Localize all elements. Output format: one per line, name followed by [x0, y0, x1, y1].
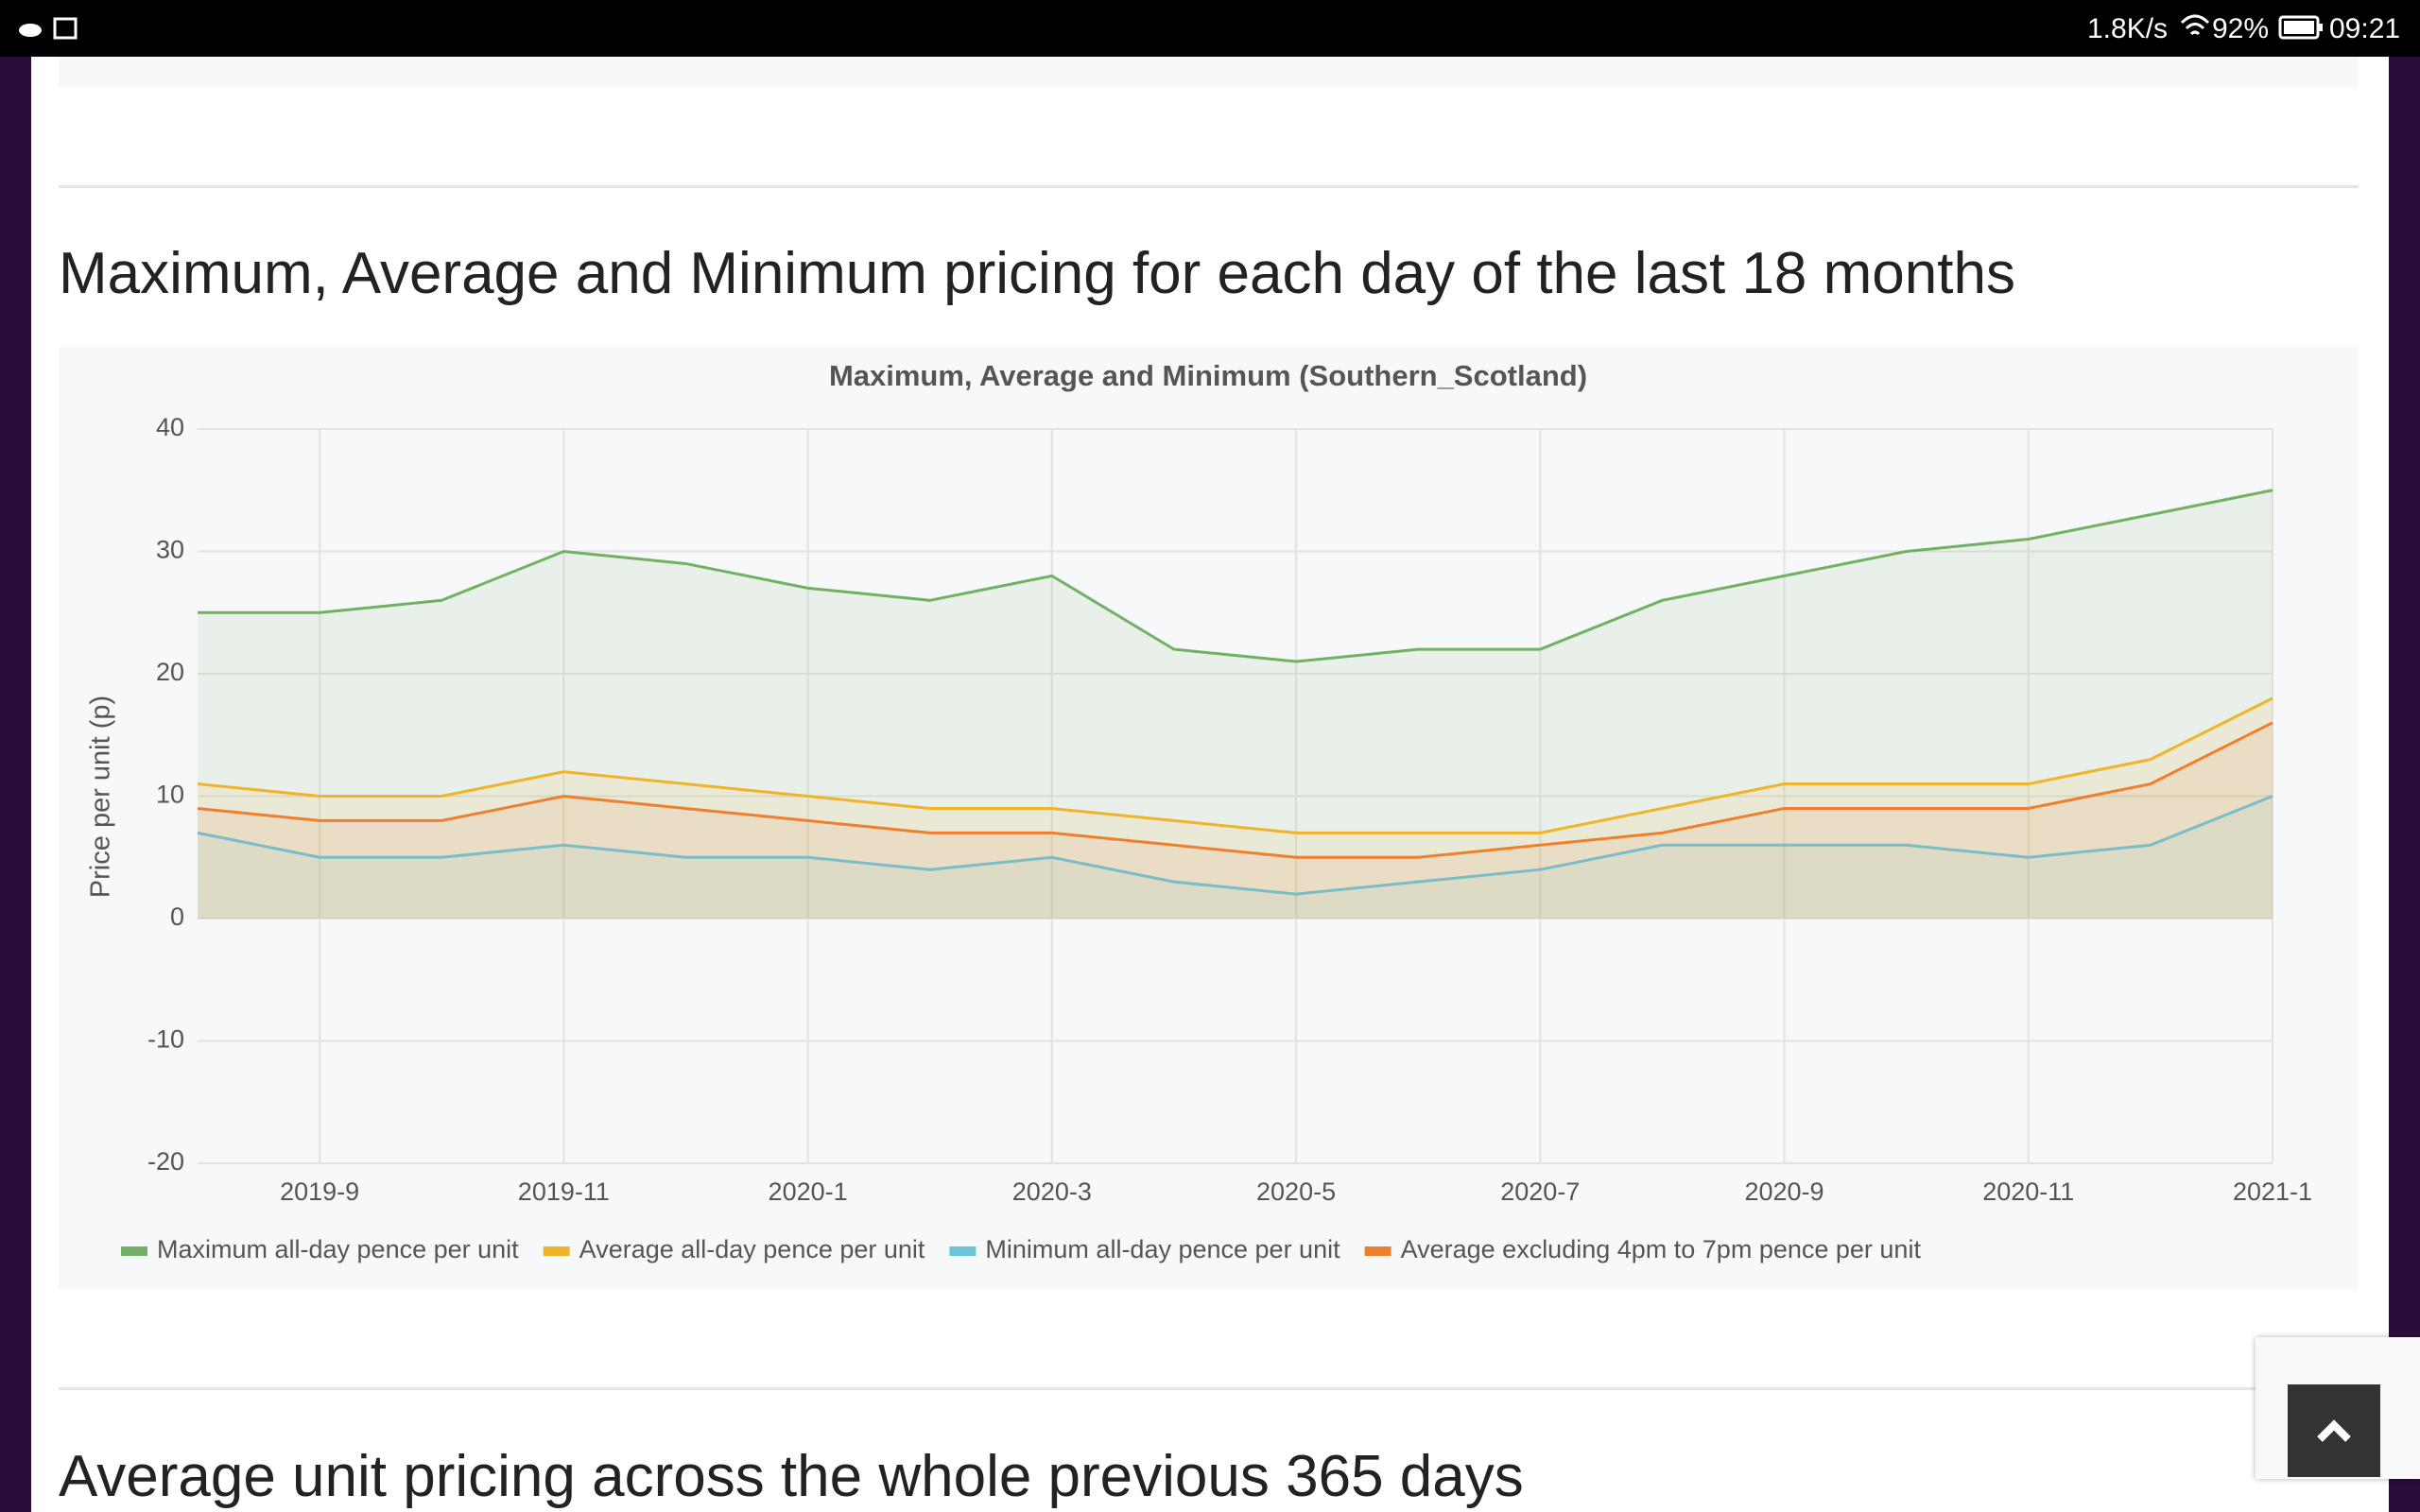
wifi-icon	[2180, 14, 2210, 36]
series-line	[197, 721, 2273, 859]
x-tick-label: 2020-7	[1500, 1177, 1580, 1206]
status-bar: 1.8K/s 92% 09:21	[0, 0, 2420, 57]
x-tick-label: 2019-11	[518, 1177, 610, 1206]
legend-label: Maximum all-day pence per unit	[157, 1235, 519, 1263]
y-tick-label: -10	[147, 1025, 184, 1054]
y-tick-label: 30	[156, 536, 184, 564]
y-tick-label: 10	[156, 781, 184, 809]
legend-swatch	[1364, 1246, 1392, 1256]
legend-label: Average all-day pence per unit	[579, 1235, 925, 1263]
legend-swatch	[949, 1246, 977, 1256]
legend-swatch	[543, 1246, 570, 1256]
series-line	[197, 696, 2273, 834]
plot-area: -20 -10 0 10 20 30 40 2019-9 2019-11 2020-1 2020-3…	[147, 413, 2312, 1206]
arrow-up-icon	[2317, 1419, 2351, 1442]
x-tick-label: 2020-1	[769, 1177, 848, 1206]
chart-panel	[59, 347, 2359, 1290]
previous-chart-panel	[59, 57, 2359, 88]
y-tick-label: 0	[170, 902, 184, 931]
clock: 09:21	[2329, 13, 2401, 44]
legend-label: Average excluding 4pm to 7pm pence per u…	[1401, 1235, 1922, 1263]
series-line	[197, 795, 2273, 896]
network-speed: 1.8K/s	[2087, 13, 2169, 44]
battery-icon	[2278, 15, 2323, 40]
x-tick-label: 2020-9	[1744, 1177, 1824, 1206]
divider	[59, 1387, 2359, 1390]
x-tick-label: 2020-3	[1012, 1177, 1092, 1206]
legend-label: Minimum all-day pence per unit	[985, 1235, 1340, 1263]
section-heading: Maximum, Average and Minimum pricing for…	[59, 241, 2015, 306]
web-page: Maximum, Average and Minimum pricing for…	[31, 0, 2389, 1512]
series-line	[198, 489, 2273, 663]
divider	[59, 185, 2359, 188]
series-area	[198, 796, 2273, 919]
y-tick-label: 40	[156, 413, 184, 441]
series-area	[198, 697, 2273, 919]
y-tick-label: 20	[156, 658, 184, 686]
chart-title: Maximum, Average and Minimum (Southern_S…	[829, 359, 1587, 392]
x-tick-label: 2021-1	[2233, 1177, 2312, 1206]
x-tick-label: 2019-9	[280, 1177, 359, 1206]
y-tick-label: -20	[147, 1147, 184, 1176]
x-tick-label: 2020-11	[1982, 1177, 2074, 1206]
status-icons	[19, 17, 78, 40]
series-area	[198, 722, 2273, 919]
section-heading: Average unit pricing across the whole pr…	[59, 1444, 1524, 1509]
battery-level: 92%	[2212, 13, 2270, 44]
x-tick-label: 2020-5	[1256, 1177, 1336, 1206]
y-axis-label: Price per unit (p)	[86, 696, 116, 898]
scroll-to-top-button[interactable]	[2288, 1384, 2380, 1477]
legend-swatch	[121, 1246, 147, 1256]
